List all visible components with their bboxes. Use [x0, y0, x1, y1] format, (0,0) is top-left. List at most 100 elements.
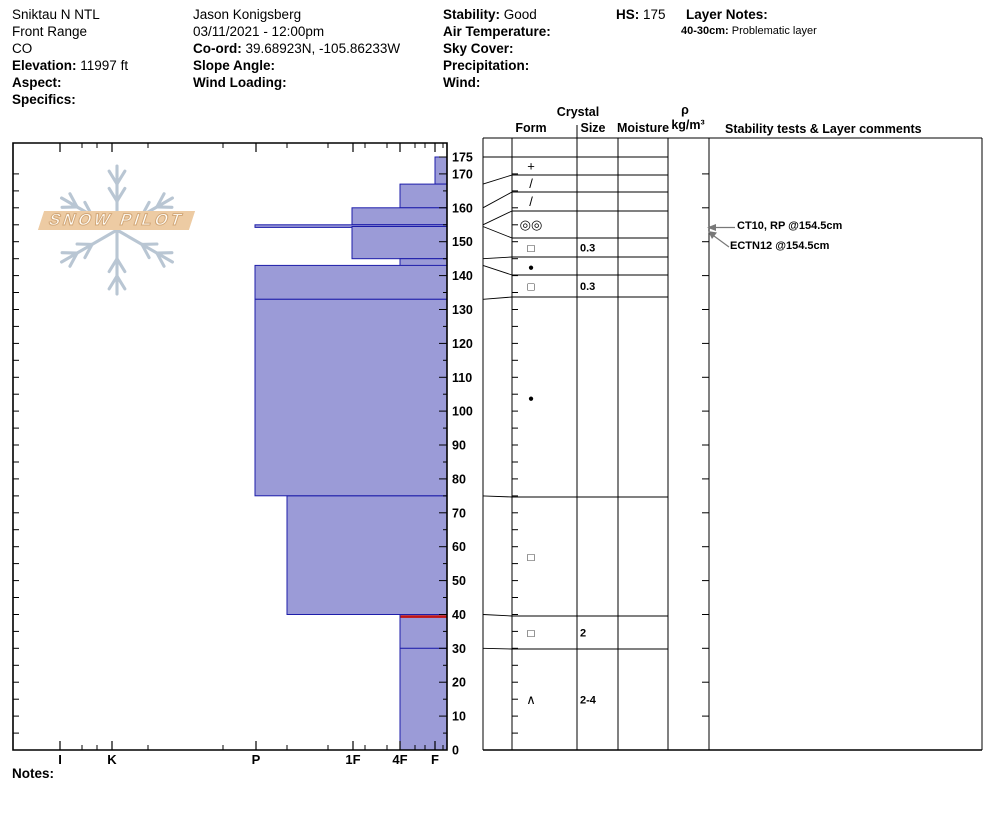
moisture-header: Moisture — [616, 121, 670, 135]
form-header: Form — [515, 121, 547, 135]
leader-line — [482, 191, 513, 209]
site-specifics: Specifics: — [12, 92, 76, 107]
depth-axis-label: 100 — [452, 405, 473, 419]
leader-line — [482, 264, 513, 276]
leader-line — [482, 210, 513, 226]
depth-axis-label: 20 — [452, 676, 466, 690]
leader-line — [482, 174, 513, 185]
observer-block: Jason Konigsberg 03/11/2021 - 12:00pm Co… — [193, 6, 400, 91]
stability: Stability: Good — [443, 7, 537, 22]
layer-bar — [351, 226, 448, 260]
notes-label: Notes: — [12, 766, 55, 781]
flagged-layer-line — [400, 615, 447, 618]
hardness-axis-label: P — [252, 752, 261, 767]
depth-axis-label: 120 — [452, 337, 473, 351]
depth-axis-label: 50 — [452, 574, 466, 588]
depth-axis-label: 30 — [452, 642, 466, 656]
grain-form-symbol: ◎◎ — [520, 217, 543, 232]
plot-border — [12, 142, 448, 751]
annotation-arrowhead — [707, 224, 716, 231]
grain-size-value: 0.3 — [580, 281, 595, 293]
depth-axis-label: 110 — [452, 371, 472, 385]
grain-size-value: 2 — [580, 628, 586, 640]
depth-axis-label: 80 — [452, 472, 466, 486]
hardness-axis-label: F — [431, 752, 439, 767]
density-unit-header: kg/m³ — [671, 118, 705, 132]
precipitation: Precipitation: — [443, 58, 530, 73]
grain-form-symbol: ● — [528, 263, 534, 274]
observer-name: Jason Konigsberg — [193, 7, 302, 22]
layer-bar — [399, 647, 448, 751]
depth-axis-label: 60 — [452, 540, 466, 554]
depth-axis-label: 0 — [452, 744, 459, 758]
layer-bar — [286, 495, 448, 615]
annotation-arrowhead — [708, 231, 717, 239]
leader-line — [482, 296, 513, 300]
crystal-header: Crystal — [556, 105, 600, 119]
leader-line — [482, 614, 513, 617]
pit-datetime: 03/11/2021 - 12:00pm — [193, 24, 325, 39]
logo-text: SNOW PILOT — [46, 211, 187, 230]
depth-axis-label: 90 — [452, 439, 466, 453]
leader-line — [482, 226, 513, 239]
grain-form-symbol: □ — [528, 552, 535, 564]
leader-line — [482, 495, 513, 498]
depth-axis-label: 160 — [452, 201, 473, 215]
stability-test-annotation: CT10, RP @154.5cm — [737, 220, 843, 232]
layer-note: 40-30cm: Problematic layer — [681, 25, 817, 37]
grain-form-symbol: □ — [528, 282, 535, 294]
conditions-block: Stability: Good Air Temperature: Sky Cov… — [443, 6, 551, 91]
depth-axis-label: 170 — [452, 167, 473, 181]
layer-notes-label: Layer Notes: — [686, 7, 768, 22]
layer-bar — [351, 207, 448, 226]
grain-form-symbol: + — [527, 159, 535, 174]
layer-bar — [254, 264, 448, 300]
location-block: Sniktau N NTL Front Range CO Elevation: … — [12, 6, 128, 108]
sky-cover: Sky Cover: — [443, 41, 514, 56]
comments-header: Stability tests & Layer comments — [725, 122, 922, 136]
grain-form-symbol: / — [529, 176, 533, 191]
grain-size-value: 2-4 — [580, 695, 597, 707]
grain-size-value: 0.3 — [580, 243, 595, 255]
air-temperature: Air Temperature: — [443, 24, 551, 39]
logo-band: SNOW PILOT — [37, 211, 196, 230]
wind: Wind: — [443, 75, 481, 90]
stability-test-annotation: ECTN12 @154.5cm — [730, 240, 830, 252]
depth-axis-label: 130 — [452, 303, 473, 317]
layer-bar — [399, 183, 448, 209]
coordinates: Co-ord: 39.68923N, -105.86233W — [193, 41, 401, 56]
hs-field: HS: 175 — [616, 7, 666, 22]
hardness-axis-label: 4F — [392, 752, 407, 767]
site-name: Sniktau N NTL — [12, 7, 100, 22]
hardness-axis-label: I — [58, 752, 62, 767]
layer-bar — [399, 614, 448, 649]
grain-form-symbol: □ — [528, 243, 535, 255]
site-region: Front Range — [12, 24, 88, 39]
leader-line — [482, 256, 513, 260]
layer-bar — [434, 156, 448, 185]
grain-form-symbol: / — [529, 194, 533, 209]
hardness-axis-label: K — [107, 752, 117, 767]
hardness-axis-label: 1F — [345, 752, 360, 767]
annotation-arrow-line — [713, 235, 730, 248]
depth-axis-label: 150 — [452, 235, 473, 249]
site-aspect: Aspect: — [12, 75, 62, 90]
wind-loading: Wind Loading: — [193, 75, 287, 90]
depth-axis-label: 140 — [452, 269, 473, 283]
leader-line — [482, 647, 513, 650]
slope-angle: Slope Angle: — [193, 58, 276, 73]
grain-form-symbol: ● — [528, 394, 534, 405]
size-header: Size — [580, 121, 606, 135]
layer-bar — [399, 258, 448, 267]
depth-axis-label: 40 — [452, 608, 466, 622]
depth-axis-label: 175 — [452, 151, 473, 165]
depth-axis-label: 70 — [452, 506, 466, 520]
site-elevation: Elevation: 11997 ft — [12, 58, 129, 73]
depth-axis-label: 10 — [452, 710, 466, 724]
density-symbol-header: ρ — [681, 103, 689, 117]
grain-form-symbol: □ — [528, 628, 535, 640]
grain-form-symbol: ∧ — [526, 692, 536, 707]
layer-bar — [254, 298, 448, 497]
snowflake-icon — [60, 164, 174, 296]
